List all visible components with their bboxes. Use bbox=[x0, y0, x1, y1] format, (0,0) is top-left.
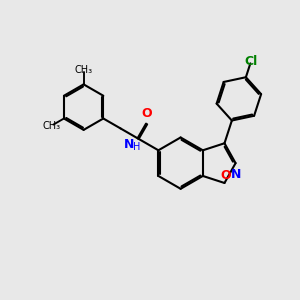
Text: Cl: Cl bbox=[244, 56, 257, 68]
Text: N: N bbox=[230, 167, 241, 181]
Text: CH₃: CH₃ bbox=[42, 121, 60, 131]
Text: CH₃: CH₃ bbox=[75, 65, 93, 75]
Text: N: N bbox=[124, 138, 134, 151]
Text: O: O bbox=[220, 169, 231, 182]
Text: H: H bbox=[133, 142, 140, 152]
Text: O: O bbox=[141, 107, 152, 121]
